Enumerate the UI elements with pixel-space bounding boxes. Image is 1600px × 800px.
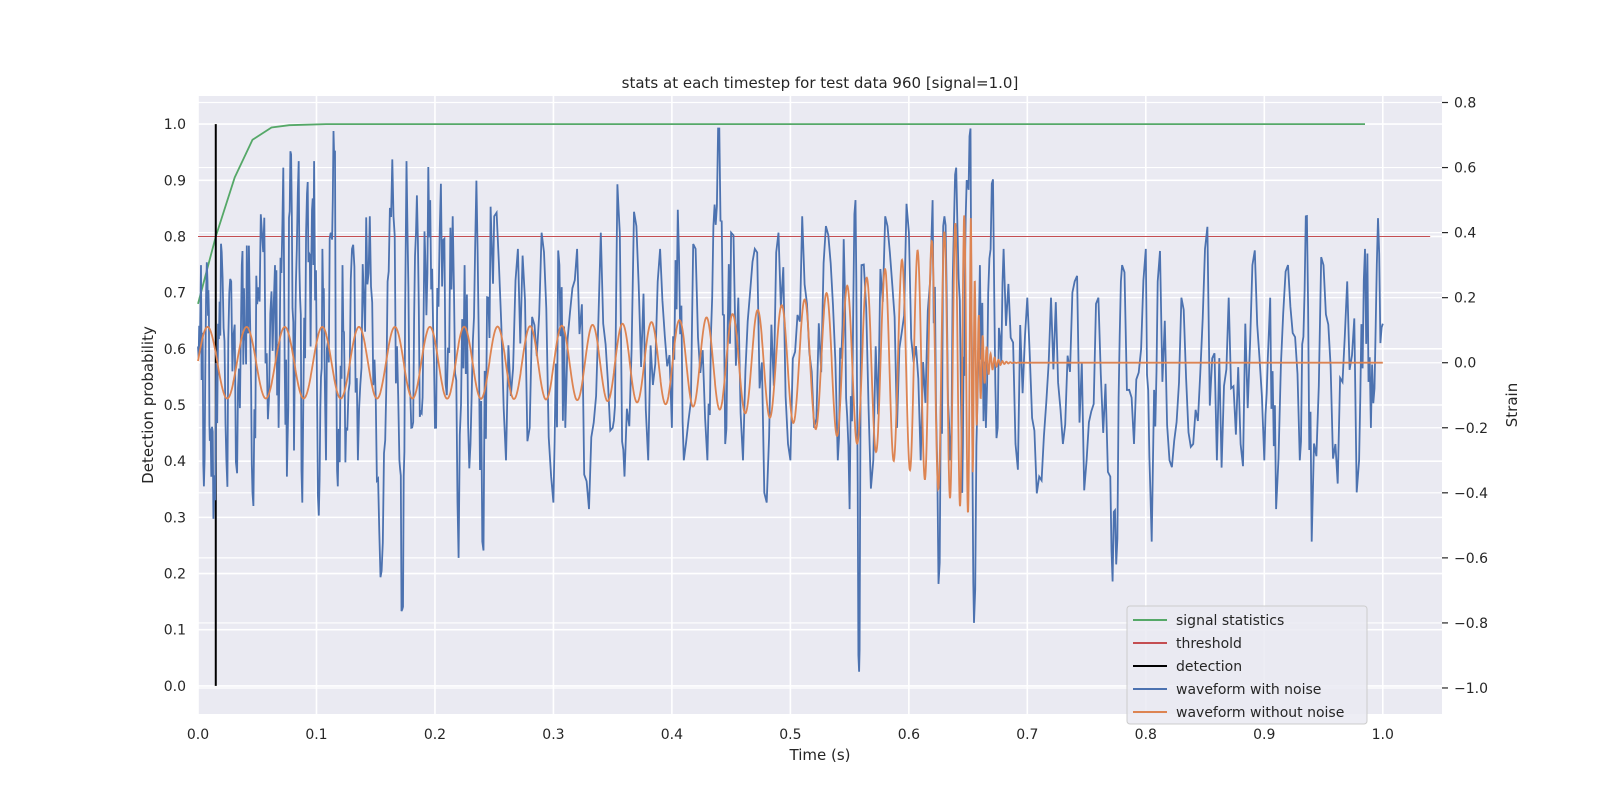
left-tick-label: 0.1	[164, 623, 186, 639]
left-tick-label: 0.8	[164, 229, 186, 245]
left-axis-label: Detection probability	[139, 326, 157, 484]
series-waveform-without-noise	[197, 215, 1383, 513]
x-tick-label: 0.9	[1253, 727, 1275, 743]
legend-label: threshold	[1176, 636, 1242, 652]
series-signal-statistics	[197, 123, 1365, 305]
x-tick-label: 1.0	[1372, 727, 1394, 743]
left-axis-ticks: 0.0 0.1 0.2 0.3 0.4 0.5 0.6 0.7 0.8 0.9 1.0	[164, 117, 186, 695]
left-tick-label: 0.4	[164, 454, 186, 470]
right-axis-label: Strain	[1503, 383, 1521, 427]
x-tick-label: 0.1	[305, 727, 327, 743]
x-axis-label: Time (s)	[789, 746, 851, 764]
left-tick-label: 0.5	[164, 398, 186, 414]
left-tick-label: 0.9	[164, 173, 186, 189]
series-waveform-with-noise	[197, 127, 1384, 672]
x-tick-label: 0.3	[542, 727, 564, 743]
x-tick-label: 0.5	[779, 727, 801, 743]
left-tick-label: 0.6	[164, 342, 186, 358]
right-tick-label: −0.6	[1454, 551, 1488, 567]
legend-label: waveform without noise	[1176, 705, 1344, 721]
right-tick-label: 0.8	[1454, 96, 1476, 112]
right-tick-label: 0.2	[1454, 291, 1476, 307]
x-tick-label: 0.0	[187, 727, 209, 743]
right-tick-label: −1.0	[1454, 681, 1488, 697]
x-tick-label: 0.6	[898, 727, 920, 743]
right-axis-ticks: −1.0 −0.8 −0.6 −0.4 −0.2 0.0 0.2 0.4 0.6 0.8	[1442, 96, 1488, 697]
right-tick-label: −0.4	[1454, 486, 1488, 502]
legend: signal statistics threshold detection wavef…	[1126, 605, 1368, 725]
legend-label: signal statistics	[1176, 613, 1284, 629]
right-tick-label: 0.0	[1454, 356, 1476, 372]
x-tick-label: 0.4	[661, 727, 683, 743]
right-tick-label: 0.4	[1454, 226, 1476, 242]
right-tick-label: −0.2	[1454, 421, 1488, 437]
x-tick-label: 0.8	[1135, 727, 1157, 743]
left-tick-label: 1.0	[164, 117, 186, 133]
right-axis-series	[197, 127, 1384, 672]
left-tick-label: 0.2	[164, 567, 186, 583]
chart-title: stats at each timestep for test data 960…	[622, 74, 1019, 92]
right-tick-label: 0.6	[1454, 161, 1476, 177]
left-tick-label: 0.7	[164, 286, 186, 302]
legend-box	[1126, 605, 1368, 725]
x-axis-ticks: 0.0 0.1 0.2 0.3 0.4 0.5 0.6 0.7 0.8 0.9 1.0	[187, 727, 1394, 743]
legend-label: waveform with noise	[1176, 682, 1321, 698]
left-tick-label: 0.0	[164, 679, 186, 695]
legend-label: detection	[1176, 659, 1242, 675]
x-tick-label: 0.7	[1016, 727, 1038, 743]
right-tick-label: −0.8	[1454, 616, 1488, 632]
left-tick-label: 0.3	[164, 510, 186, 526]
x-tick-label: 0.2	[424, 727, 446, 743]
